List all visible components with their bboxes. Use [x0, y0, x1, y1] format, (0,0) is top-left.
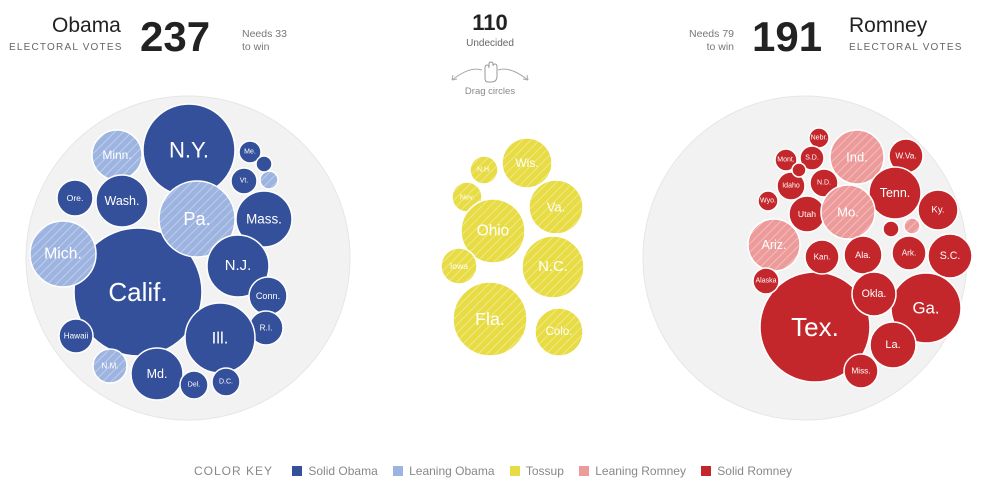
state-bubble-va[interactable]	[528, 179, 584, 235]
romney-needs: Needs 79 to win	[680, 28, 734, 54]
romney-subtitle: ELECTORAL VOTES	[849, 42, 963, 53]
state-bubble-mont[interactable]	[774, 148, 798, 172]
state-bubble-unlabeled[interactable]	[255, 155, 273, 173]
obama-needs-line1: Needs 33	[242, 28, 287, 40]
obama-needs-line2: to win	[242, 41, 270, 53]
state-bubble-n-c[interactable]	[521, 235, 585, 299]
color-key: COLOR KEY Solid Obama Leaning Obama Toss…	[0, 464, 992, 478]
state-bubble-wis[interactable]	[501, 137, 553, 189]
state-bubble-vt[interactable]	[230, 167, 258, 195]
drag-hint-text: Drag circles	[464, 86, 516, 97]
legend-leaning-obama: Leaning Obama	[393, 464, 495, 478]
state-bubble-n-j[interactable]	[206, 234, 270, 298]
drag-hint: Drag circles	[430, 58, 550, 100]
obama-votes: 237	[140, 13, 211, 60]
state-bubble-ark[interactable]	[891, 235, 927, 271]
state-bubble-d-c[interactable]	[211, 367, 241, 397]
legend-tossup: Tossup	[509, 464, 564, 478]
obama-header: Obama ELECTORAL VOTES 237 Needs 33 to wi…	[0, 10, 330, 70]
romney-votes: 191	[752, 13, 823, 60]
romney-header: Needs 79 to win 191 Romney ELECTORAL VOT…	[660, 10, 992, 70]
state-bubble-ala[interactable]	[843, 235, 883, 275]
state-bubble-unlabeled[interactable]	[882, 220, 900, 238]
state-bubble-okla[interactable]	[851, 271, 897, 317]
state-bubble-ore[interactable]	[56, 179, 94, 217]
state-bubble-nebr[interactable]	[808, 127, 830, 149]
state-bubble-s-c[interactable]	[927, 233, 973, 279]
legend-label: Tossup	[525, 464, 564, 478]
legend-label: Solid Obama	[308, 464, 378, 478]
romney-needs-line2: to win	[706, 41, 734, 53]
obama-subtitle: ELECTORAL VOTES	[9, 42, 123, 53]
state-bubble-alaska[interactable]	[752, 267, 780, 295]
color-key-label: COLOR KEY	[194, 464, 274, 478]
legend-label: Leaning Romney	[595, 464, 686, 478]
state-bubble-me[interactable]	[238, 140, 262, 164]
state-bubble-ill[interactable]	[184, 302, 256, 374]
state-bubble-iowa[interactable]	[440, 247, 478, 285]
obama-needs: Needs 33 to win	[242, 28, 287, 54]
state-bubble-tenn[interactable]	[868, 166, 922, 220]
legend-swatch	[292, 465, 303, 476]
state-bubble-md[interactable]	[130, 347, 184, 401]
drag-hand-icon	[451, 61, 529, 83]
state-bubble-minn[interactable]	[91, 129, 143, 181]
romney-needs-line1: Needs 79	[689, 28, 734, 40]
state-bubble-ariz[interactable]	[747, 218, 801, 272]
state-bubble-conn[interactable]	[248, 276, 288, 316]
state-bubble-utah[interactable]	[788, 195, 826, 233]
state-bubble-miss[interactable]	[843, 353, 879, 389]
state-bubble-mo[interactable]	[820, 184, 876, 240]
legend-swatch	[509, 465, 520, 476]
state-bubble-kan[interactable]	[804, 239, 840, 275]
state-bubble-unlabeled[interactable]	[259, 170, 279, 190]
legend-label: Leaning Obama	[409, 464, 495, 478]
undecided-label: Undecided	[466, 38, 514, 49]
state-bubble-mass[interactable]	[235, 190, 293, 248]
legend-solid-romney: Solid Romney	[701, 464, 792, 478]
state-bubble-del[interactable]	[179, 370, 209, 400]
state-bubble-idaho[interactable]	[776, 171, 806, 201]
legend-swatch	[701, 465, 712, 476]
state-bubble-la[interactable]	[869, 321, 917, 369]
state-bubble-wyo[interactable]	[757, 190, 779, 212]
legend-swatch	[579, 465, 590, 476]
undecided-count: 110	[472, 10, 508, 35]
legend-solid-obama: Solid Obama	[292, 464, 378, 478]
state-bubble-s-d[interactable]	[799, 145, 825, 171]
legend-leaning-romney: Leaning Romney	[579, 464, 686, 478]
state-bubble-unlabeled[interactable]	[903, 217, 921, 235]
romney-name: Romney	[849, 14, 928, 37]
state-bubble-hawaii[interactable]	[58, 318, 94, 354]
undecided-header: 110 Undecided	[400, 10, 580, 49]
state-bubble-colo[interactable]	[534, 307, 584, 357]
state-bubble-ky[interactable]	[917, 189, 959, 231]
legend-label: Solid Romney	[717, 464, 792, 478]
state-bubble-n-m[interactable]	[92, 348, 128, 384]
state-bubble-wash[interactable]	[95, 174, 149, 228]
state-bubble-unlabeled[interactable]	[791, 162, 807, 178]
legend-swatch	[393, 465, 404, 476]
state-bubble-mich[interactable]	[29, 220, 97, 288]
state-bubble-fla[interactable]	[452, 281, 528, 357]
state-bubble-n-h[interactable]	[469, 155, 499, 185]
obama-name: Obama	[52, 14, 121, 37]
